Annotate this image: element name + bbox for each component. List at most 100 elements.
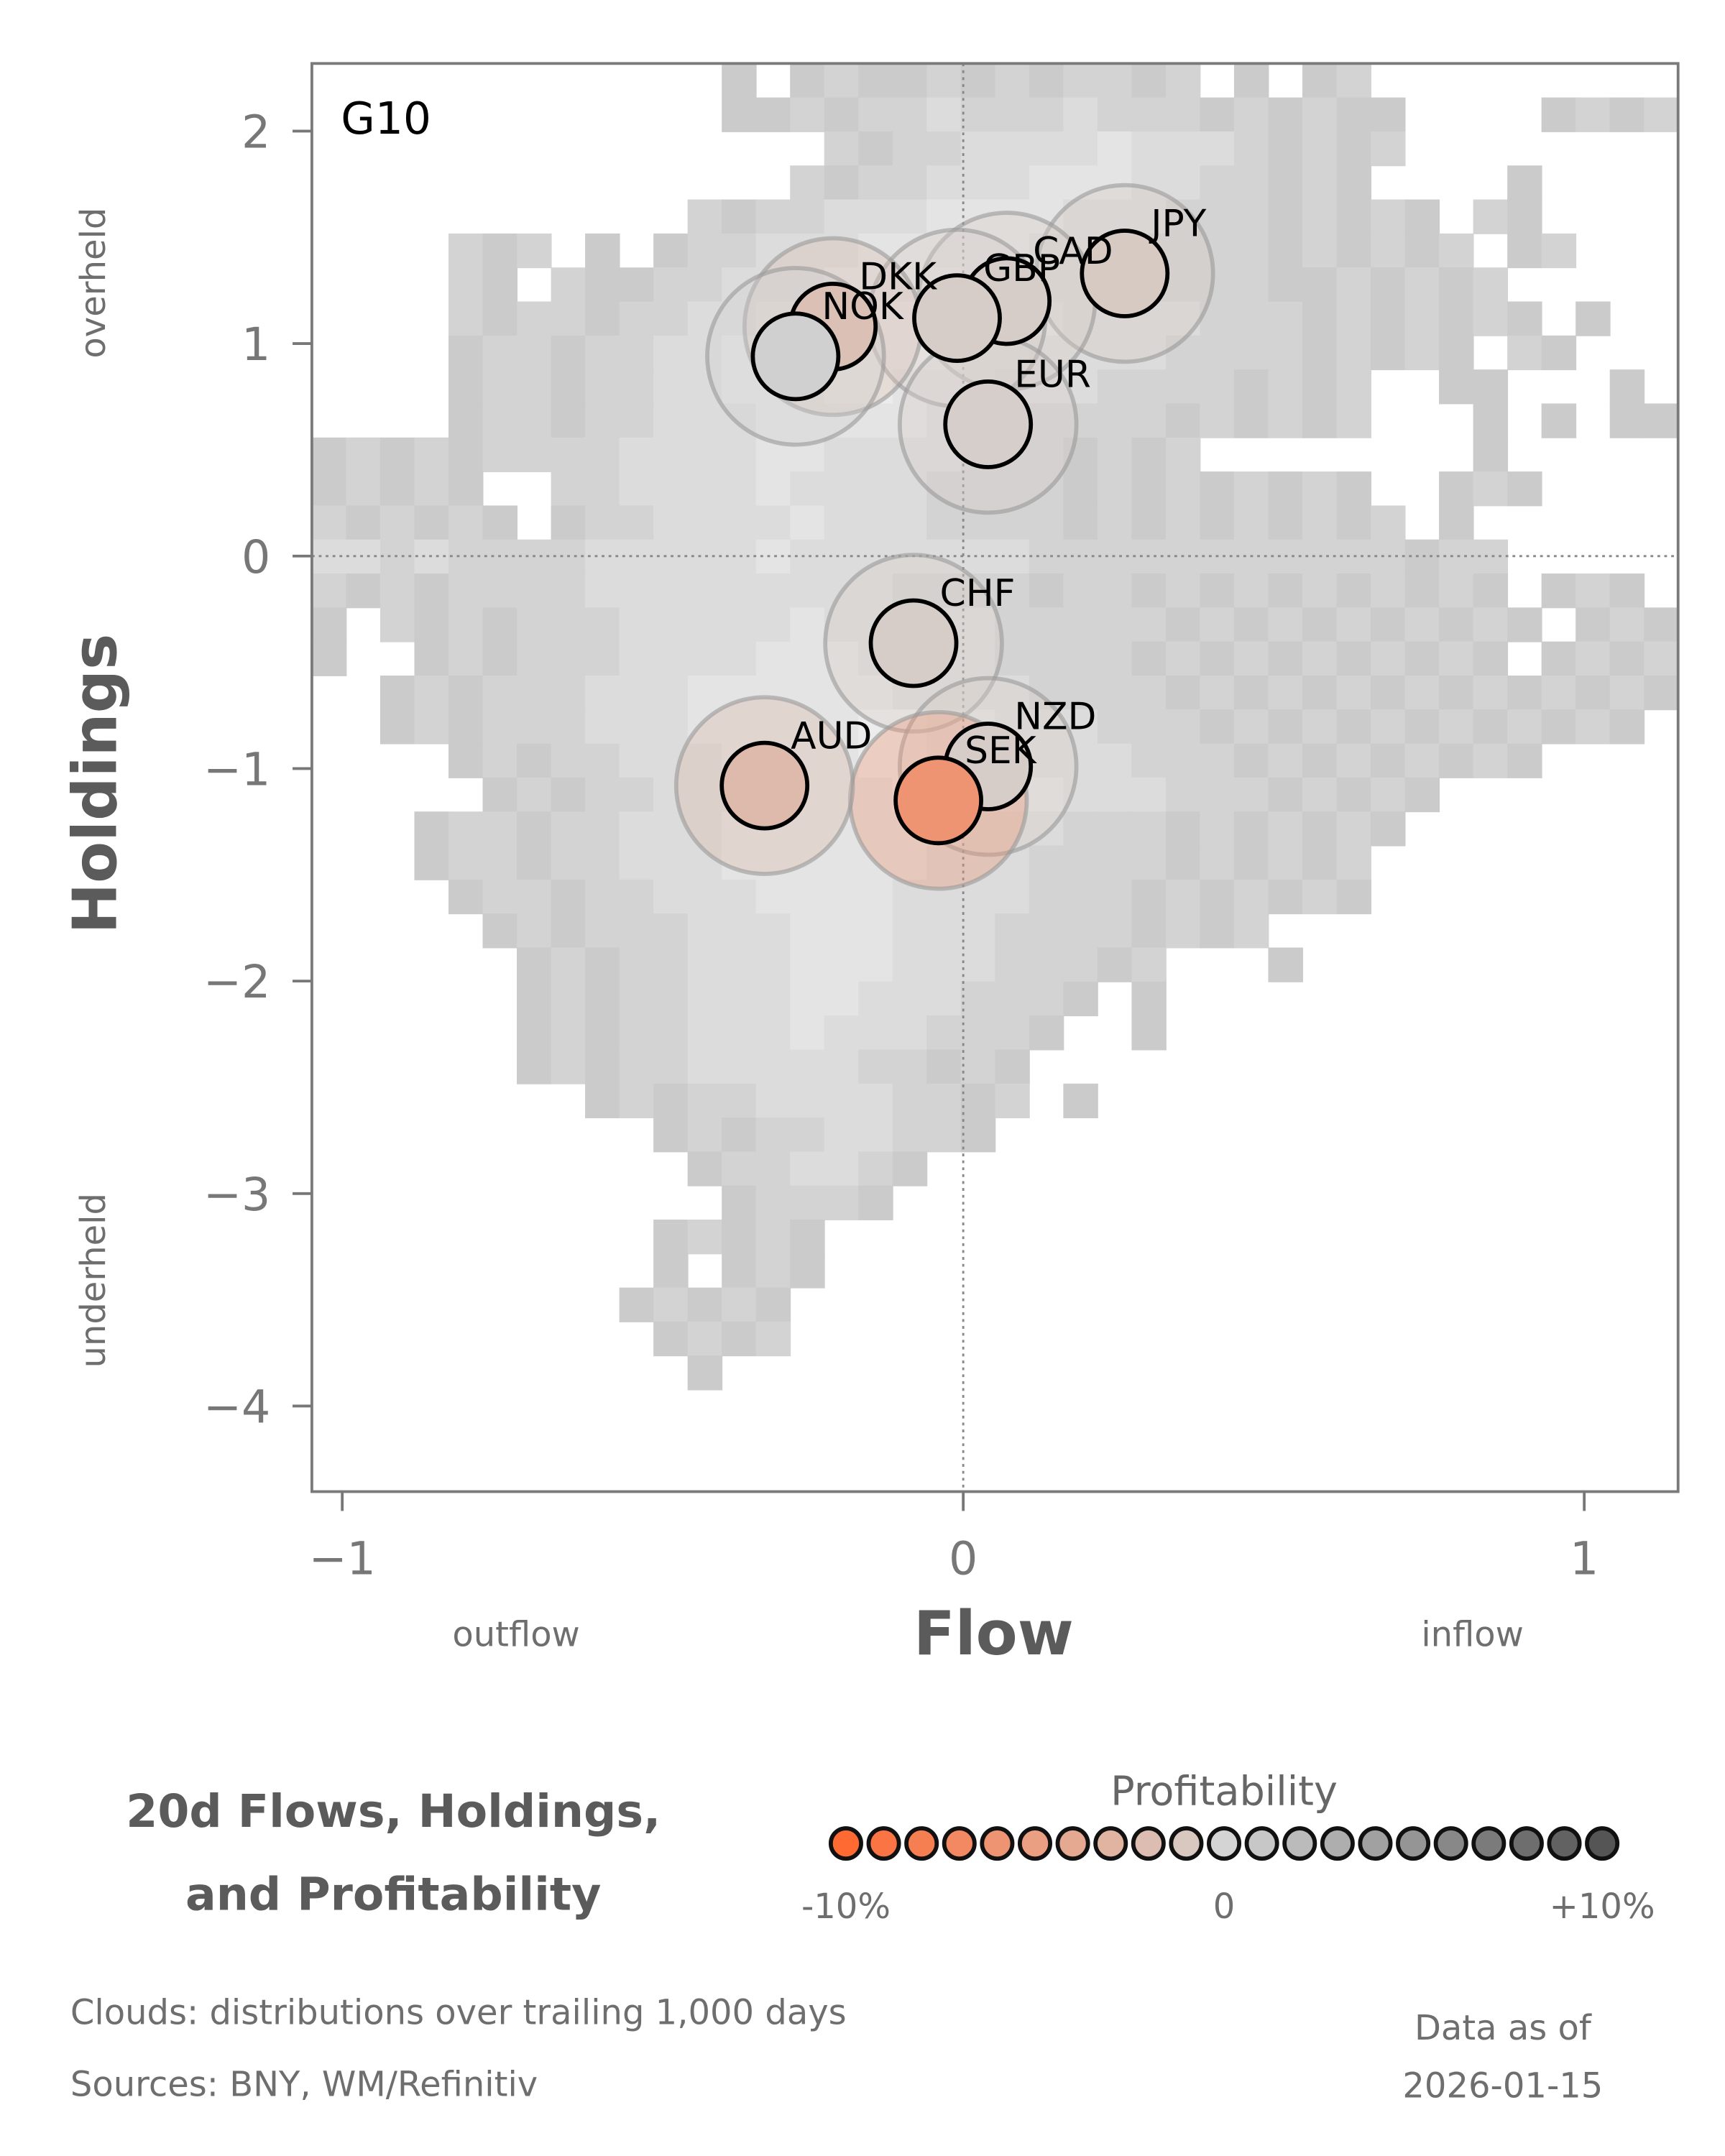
cloud-cell xyxy=(517,301,552,336)
cloud-cell xyxy=(1371,199,1406,234)
point-label-jpy: JPY xyxy=(1149,203,1206,246)
cloud-cell xyxy=(1439,641,1474,676)
cloud-cell xyxy=(1097,471,1133,507)
cloud-cell xyxy=(1439,505,1474,540)
cloud-cell xyxy=(1097,369,1133,405)
y-tick-label: −3 xyxy=(203,1168,270,1221)
cloud-cell xyxy=(517,369,552,405)
point-layer xyxy=(719,229,1170,846)
cloud-cell xyxy=(1029,403,1064,438)
cloud-cell xyxy=(790,641,825,676)
cloud-cell xyxy=(1097,913,1133,949)
cloud-cell xyxy=(517,335,552,371)
cloud-cell xyxy=(687,1355,723,1391)
cloud-cell xyxy=(722,505,757,540)
cloud-cell xyxy=(619,335,655,371)
cloud-cell xyxy=(1541,675,1577,711)
cloud-cell xyxy=(1131,913,1167,949)
cloud-cell xyxy=(1268,131,1303,167)
cloud-cell xyxy=(585,267,620,303)
cloud-cell xyxy=(1233,709,1269,745)
cloud-cell xyxy=(790,505,825,540)
cloud-cell xyxy=(448,641,484,676)
cloud-cell xyxy=(1302,675,1338,711)
cloud-cell xyxy=(1233,165,1269,201)
legend-title: Profitability xyxy=(1110,1768,1338,1815)
cloud-cell xyxy=(1029,63,1064,98)
cloud-cell xyxy=(1541,233,1577,269)
cloud-cell xyxy=(414,573,449,609)
plot-frame xyxy=(310,62,1680,1493)
cloud-cell xyxy=(1404,573,1440,609)
cloud-cell xyxy=(1131,199,1167,234)
cloud-cell xyxy=(585,369,620,405)
panel-label: G10 xyxy=(341,93,431,144)
cloud-cell xyxy=(722,573,757,609)
cloud-cell xyxy=(380,709,415,745)
point-label-gbp: GBP xyxy=(983,247,1060,290)
cloud-cell xyxy=(1233,267,1269,303)
cloud-cell xyxy=(311,573,347,609)
cloud-cell xyxy=(960,1083,996,1119)
legend-swatch xyxy=(1282,1826,1317,1861)
cloud-cell xyxy=(1233,913,1269,949)
cloud-cell xyxy=(1336,301,1371,336)
cloud-cell xyxy=(687,641,723,676)
point-gbp xyxy=(912,273,1002,363)
cloud-cell xyxy=(380,607,415,642)
cloud-cell xyxy=(619,981,655,1017)
cloud-cell xyxy=(619,301,655,336)
cloud-cell xyxy=(346,471,381,507)
cloud-cell xyxy=(482,743,518,778)
cloud-cell xyxy=(892,471,928,507)
cloud-cell xyxy=(1200,879,1235,915)
cloud-cell xyxy=(755,947,791,982)
cloud-cell xyxy=(585,301,620,336)
cloud-cell xyxy=(858,165,893,201)
cloud-cell xyxy=(585,641,620,676)
cloud-cell xyxy=(311,471,347,507)
cloud-cell xyxy=(687,1118,723,1153)
cloud-cell xyxy=(1336,63,1371,98)
cloud-cell xyxy=(517,777,552,813)
cloud-cell xyxy=(1404,233,1440,269)
cloud-cell xyxy=(1029,573,1064,609)
cloud-cell xyxy=(722,879,757,915)
cloud-cell xyxy=(1063,403,1098,438)
cloud-cell xyxy=(448,743,484,778)
cloud-cell xyxy=(517,845,552,880)
cloud-cell xyxy=(824,879,860,915)
legend-swatch xyxy=(942,1826,977,1861)
cloud-cell xyxy=(653,471,689,507)
cloud-cell xyxy=(790,1185,825,1220)
cloud-cell xyxy=(1097,335,1133,371)
cloud-cell xyxy=(1336,811,1371,847)
cloud-cell xyxy=(585,505,620,540)
cloud-cell xyxy=(1200,811,1235,847)
cloud-cell xyxy=(1336,403,1371,438)
cloud-cell xyxy=(1029,947,1064,982)
cloud-cell xyxy=(926,981,962,1017)
cloud-cell xyxy=(1063,573,1098,609)
cloud-cell xyxy=(858,1049,893,1084)
cloud-cell xyxy=(1029,97,1064,132)
cloud-cell xyxy=(1029,437,1064,473)
cloud-cell xyxy=(1200,199,1235,234)
cloud-cell xyxy=(995,1083,1030,1119)
legend-colorscale xyxy=(828,1826,1620,1861)
cloud-cell xyxy=(1063,505,1098,540)
cloud-cell xyxy=(619,811,655,847)
cloud-cell xyxy=(1302,879,1338,915)
cloud-cell xyxy=(380,675,415,711)
cloud-cell xyxy=(722,97,757,132)
cloud-cell xyxy=(1029,981,1064,1017)
cloud-cell xyxy=(960,471,996,507)
cloud-cell xyxy=(585,879,620,915)
data-as-of-date: 2026-01-15 xyxy=(1402,2065,1603,2106)
cloud-cell xyxy=(722,233,757,269)
cloud-cell xyxy=(482,709,518,745)
cloud-cell xyxy=(722,301,757,336)
cloud-cell xyxy=(824,1049,860,1084)
cloud-cell xyxy=(687,777,723,813)
cloud-cell xyxy=(653,641,689,676)
